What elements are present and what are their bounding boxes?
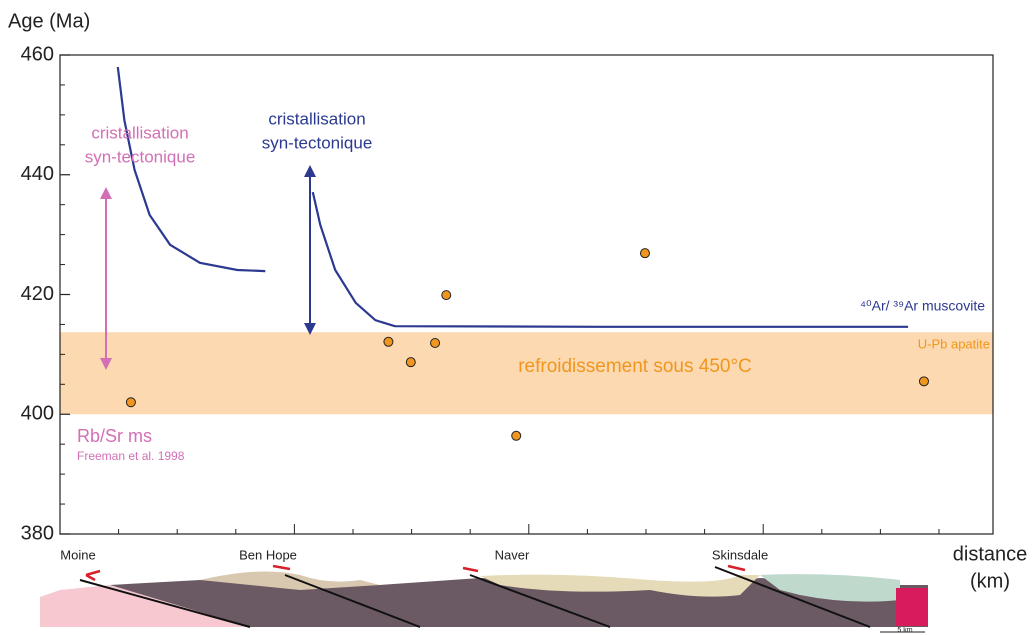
y-tick-label: 460 <box>21 43 54 65</box>
y-tick-label: 420 <box>21 283 54 305</box>
data-point <box>405 357 416 368</box>
data-point <box>441 290 452 301</box>
y-tick-label: 400 <box>21 403 54 425</box>
annotation: cristallisation <box>268 109 365 128</box>
plot-frame <box>59 54 994 535</box>
annotation: U-Pb apatite <box>918 336 990 351</box>
annotation: syn-tectonique <box>85 147 196 166</box>
section-label: Moine <box>60 547 95 562</box>
annotation: syn-tectonique <box>262 133 373 152</box>
data-point <box>918 376 929 387</box>
data-point <box>125 397 136 408</box>
x-axis-label: distance <box>953 543 1028 565</box>
arrow-head <box>304 323 316 335</box>
section-label: Skinsdale <box>712 547 768 562</box>
annotation: Rb/Sr ms <box>77 426 152 446</box>
band-label: refroidissement sous 450°C <box>518 356 752 377</box>
data-point <box>430 337 441 348</box>
section-label: Naver <box>495 547 530 562</box>
x-axis-label: (km) <box>970 570 1010 592</box>
plot-area: refroidissement sous 450°C 380 400 420 440 46… <box>21 43 994 544</box>
annotation: Freeman et al. 1998 <box>77 449 185 463</box>
arrow-head <box>100 187 112 199</box>
annotation: cristallisation <box>91 123 188 142</box>
y-tick-label: 440 <box>21 163 54 185</box>
data-point <box>383 336 394 347</box>
data-point <box>511 430 522 441</box>
section-label: Ben Hope <box>239 547 297 562</box>
data-point <box>639 248 650 259</box>
cross-section <box>40 564 928 633</box>
y-tick-label: 380 <box>21 522 54 544</box>
arrow-head <box>100 358 112 370</box>
scale-label: 5 km <box>897 627 912 634</box>
arrow-head <box>304 165 316 177</box>
y-axis-label: Age (Ma) <box>8 10 90 32</box>
annotation: ⁴⁰Ar/ ³⁹Ar muscovite <box>860 298 985 314</box>
age-curve <box>116 66 266 273</box>
age-curve <box>311 191 909 328</box>
cooling-band <box>60 332 993 415</box>
